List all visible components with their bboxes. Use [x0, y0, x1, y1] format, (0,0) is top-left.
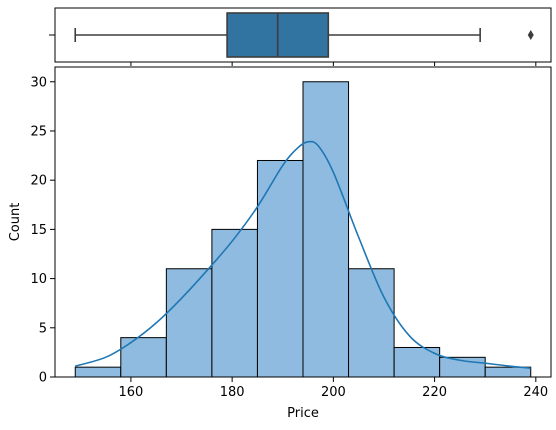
kde-curve	[75, 140, 531, 369]
histogram-bar	[211, 228, 258, 378]
histogram-bar	[302, 81, 350, 378]
y-tick-label: 25	[30, 124, 47, 139]
y-tick-label: 30	[30, 75, 47, 90]
boxplot-panel	[49, 7, 552, 66]
x-tick-label: 200	[321, 385, 346, 400]
x-tick-label: 180	[220, 385, 245, 400]
x-tick-label: 160	[119, 385, 144, 400]
x-tick-label: 240	[523, 385, 548, 400]
histogram-bar	[348, 268, 395, 378]
y-tick-label: 20	[30, 174, 47, 189]
histogram-bar	[256, 159, 304, 378]
histogram-bar	[165, 268, 213, 378]
histogram-frame	[54, 66, 552, 378]
boxplot-outlier	[527, 30, 534, 40]
x-axis-label: Price	[287, 406, 319, 421]
histogram-panel: 160 180 200 220 240 0 5 10 15 20 25 30 Price Count	[8, 66, 552, 421]
histogram-bar	[74, 366, 122, 378]
x-tick-label: 220	[422, 385, 447, 400]
y-tick-label: 5	[39, 321, 47, 336]
histogram-bar	[120, 337, 167, 378]
y-tick-label: 10	[30, 272, 47, 287]
y-tick-label: 0	[39, 371, 47, 386]
y-axis-label: Count	[8, 203, 23, 242]
histogram-bar	[484, 366, 532, 378]
y-tick-label: 15	[30, 223, 47, 238]
